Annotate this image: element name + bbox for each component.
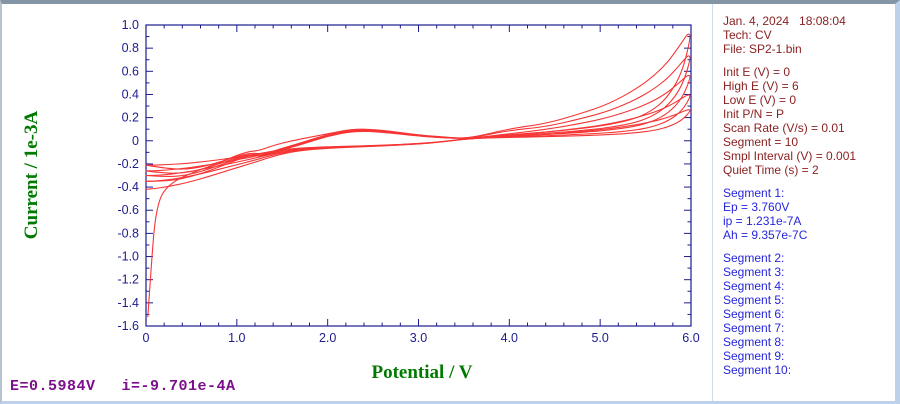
y-tick-label: -0.8 bbox=[117, 226, 139, 240]
parameter-line: Low E (V) = 0 bbox=[723, 93, 797, 107]
y-tick-label: -1.4 bbox=[117, 296, 139, 310]
segment1-results-block: Segment 1: Ep = 3.760V ip = 1.231e-7A Ah = … bbox=[723, 186, 895, 242]
cv-curve-cycle-2-segments-3-4- bbox=[145, 55, 691, 172]
y-tick-label: -0.6 bbox=[117, 203, 139, 217]
status-current-readout: i=-9.701e-4A bbox=[121, 378, 236, 395]
x-tick-label: 2.0 bbox=[319, 331, 336, 345]
segment-label-line: Segment 10: bbox=[723, 363, 792, 377]
parameter-line: Init E (V) = 0 bbox=[723, 65, 791, 79]
x-tick-label: 6.0 bbox=[682, 331, 699, 345]
segment1-result-line: ip = 1.231e-7A bbox=[723, 214, 802, 228]
segment-label-line: Segment 4: bbox=[723, 279, 785, 293]
parameter-line: Segment = 10 bbox=[723, 135, 799, 149]
y-tick-label: -1.6 bbox=[117, 319, 139, 333]
panel-divider bbox=[712, 4, 713, 401]
segment-label-line: Segment 7: bbox=[723, 321, 785, 335]
segment-label-line: Segment 3: bbox=[723, 265, 785, 279]
parameters-panel: Jan. 4, 2024 18:08:04 Tech: CV File: SP2-1… bbox=[723, 14, 895, 394]
y-tick-label: 0.2 bbox=[122, 111, 139, 125]
file-info-line: File: SP2-1.bin bbox=[723, 42, 802, 56]
segment-label-line: Segment 8: bbox=[723, 335, 785, 349]
segment1-result-line: Ep = 3.760V bbox=[723, 200, 790, 214]
x-tick-label: 5.0 bbox=[591, 331, 608, 345]
y-tick-label: 0.8 bbox=[122, 41, 139, 55]
segment-list-block: Segment 2: Segment 3: Segment 4: Segment 5:… bbox=[723, 251, 895, 377]
y-tick-label: 1.0 bbox=[122, 18, 139, 32]
cv-curve-cycle-3-segments-5-6- bbox=[145, 74, 691, 177]
parameter-line: Scan Rate (V/s) = 0.01 bbox=[723, 121, 845, 135]
x-axis-title: Potential / V bbox=[371, 362, 473, 383]
x-tick-label: 0 bbox=[143, 331, 150, 345]
y-tick-label: -1.2 bbox=[117, 273, 139, 287]
plot-frame bbox=[145, 24, 692, 327]
chart-panel: 0 1.0 2.0 3.0 4.0 5.0 6.0 1.0 0.8 0.6 0.4 0.2 0 -0.2 -… bbox=[2, 4, 712, 383]
segment-label-line: Segment 5: bbox=[723, 293, 785, 307]
segment1-result-line: Segment 1: bbox=[723, 186, 785, 200]
x-tick-label: 1.0 bbox=[228, 331, 245, 345]
segment1-result-line: Ah = 9.357e-7C bbox=[723, 228, 808, 242]
y-axis-title: Current / 1e-3A bbox=[21, 110, 42, 240]
segment-label-line: Segment 9: bbox=[723, 349, 785, 363]
y-tick-label: 0.4 bbox=[122, 87, 139, 101]
x-tick-label: 4.0 bbox=[501, 331, 518, 345]
cv-curve-cycle-4-segments-7-8- bbox=[145, 94, 691, 182]
file-info-line: Tech: CV bbox=[723, 28, 772, 42]
x-tick-label: 3.0 bbox=[410, 331, 427, 345]
y-tick-label: -0.4 bbox=[117, 180, 139, 194]
cv-curve-cycle-5-segments-9-10- bbox=[145, 109, 691, 190]
technique-parameters-block: Init E (V) = 0 High E (V) = 6 Low E (V) = … bbox=[723, 65, 895, 177]
parameter-line: Smpl Interval (V) = 0.001 bbox=[723, 149, 857, 163]
file-info-line: Jan. 4, 2024 18:08:04 bbox=[723, 14, 846, 28]
parameter-line: Init P/N = P bbox=[723, 107, 785, 121]
segment-label-line: Segment 6: bbox=[723, 307, 785, 321]
y-tick-label: 0 bbox=[132, 134, 139, 148]
y-tick-label: -1.0 bbox=[117, 250, 139, 264]
cv-curve-cycle-1-segments-1-2- bbox=[145, 33, 691, 318]
cv-plot-area[interactable]: 0 1.0 2.0 3.0 4.0 5.0 6.0 1.0 0.8 0.6 0.4 0.2 0 -0.2 -… bbox=[4, 8, 712, 371]
segment-label-line: Segment 2: bbox=[723, 251, 785, 265]
status-bar: E=0.5984V i=-9.701e-4A bbox=[10, 378, 262, 402]
parameter-line: High E (V) = 6 bbox=[723, 79, 799, 93]
parameter-line: Quiet Time (s) = 2 bbox=[723, 163, 819, 177]
file-info-block: Jan. 4, 2024 18:08:04 Tech: CV File: SP2-1… bbox=[723, 14, 895, 56]
y-tick-label: 0.6 bbox=[122, 64, 139, 78]
y-tick-label: -0.2 bbox=[117, 157, 139, 171]
status-potential-readout: E=0.5984V bbox=[10, 378, 96, 395]
